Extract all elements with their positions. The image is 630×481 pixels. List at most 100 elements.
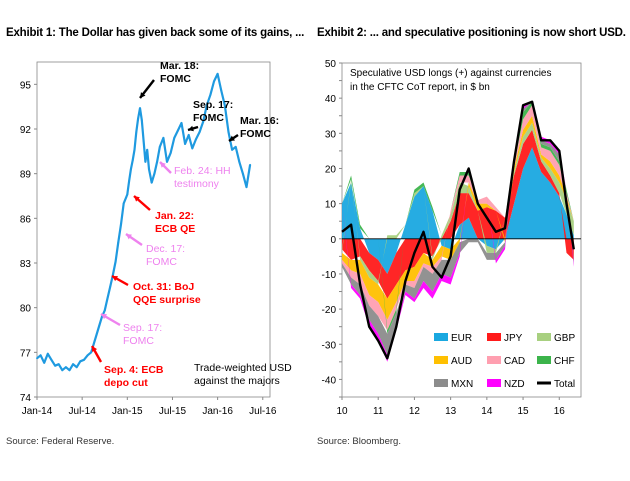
y-tick-label: -10 xyxy=(322,270,337,281)
legend-label: CAD xyxy=(504,356,525,367)
y-tick-label: -40 xyxy=(322,375,337,386)
annotation-label: FOMC xyxy=(193,112,224,124)
usd-index-point xyxy=(46,352,49,355)
y-tick-label: 74 xyxy=(20,393,32,404)
y-tick-label: 77 xyxy=(20,348,32,359)
y-tick-label: 86 xyxy=(20,214,32,225)
legend-swatch xyxy=(487,379,501,387)
annotation-label: FOMC xyxy=(160,73,191,85)
usd-index-point xyxy=(205,104,208,107)
usd-index-point xyxy=(150,181,153,184)
area-jpy xyxy=(342,129,574,299)
x-tick-label: Jan-15 xyxy=(112,406,143,417)
y-tick-label: 92 xyxy=(20,125,32,136)
annotation-label: testimony xyxy=(174,178,220,190)
usd-index-point xyxy=(146,148,149,151)
y-tick-label: 40 xyxy=(325,94,337,105)
annotation-label: FOMC xyxy=(146,256,177,268)
x-tick-label: 16 xyxy=(554,406,566,417)
usd-index-point xyxy=(198,131,201,133)
legend-swatch xyxy=(537,333,551,341)
usd-index-point xyxy=(95,333,98,336)
legend-swatch xyxy=(434,333,448,341)
exhibit2-source: Source: Bloomberg. xyxy=(317,436,401,447)
legend-swatch xyxy=(434,356,448,364)
y-tick-label: 10 xyxy=(325,200,337,211)
legend-label: NZD xyxy=(504,379,525,390)
usd-index-point xyxy=(133,148,136,151)
usd-index-point xyxy=(50,358,53,361)
x-tick-label: Jan-14 xyxy=(22,406,53,417)
y-tick-label: 89 xyxy=(20,170,32,181)
x-tick-label: 12 xyxy=(409,406,421,417)
usd-index-point xyxy=(166,160,168,163)
exhibit2-caption-line2: in the CFTC CoT report, in $ bn xyxy=(350,82,490,93)
usd-index-point xyxy=(195,138,197,141)
annotation-arrowhead xyxy=(229,135,235,141)
annotation-arrowhead xyxy=(126,234,132,240)
plot-frame xyxy=(36,61,271,398)
legend-swatch xyxy=(487,333,501,341)
annotation-label: Sep. 17: xyxy=(193,99,233,111)
usd-index-point xyxy=(162,137,165,139)
legend-swatch xyxy=(537,356,551,364)
usd-index-point xyxy=(153,172,156,175)
usd-index-point xyxy=(109,285,112,288)
annotation-arrowhead xyxy=(92,346,98,352)
exhibit2-title: Exhibit 2: ... and speculative positioni… xyxy=(317,27,626,39)
annotation-label: Dec. 17: xyxy=(146,243,185,255)
annotation-label: ECB QE xyxy=(155,223,195,235)
area-eur xyxy=(342,147,574,274)
usd-index-point xyxy=(184,142,187,145)
usd-index-point xyxy=(180,122,183,124)
usd-index-point xyxy=(131,159,134,162)
x-tick-label: Jul-15 xyxy=(159,406,187,417)
exhibit1-source: Source: Federal Reserve. xyxy=(6,436,115,447)
usd-index-point xyxy=(191,147,194,150)
usd-index-point xyxy=(54,364,56,367)
y-tick-label: -20 xyxy=(322,305,337,316)
usd-index-point xyxy=(238,160,241,163)
exhibit1-caption-line1: Trade-weighted USD xyxy=(194,362,292,374)
usd-index-point xyxy=(176,129,179,132)
usd-index-point xyxy=(216,73,219,75)
annotation-arrowhead xyxy=(112,276,118,282)
annotation-arrowhead xyxy=(188,125,194,132)
exhibit1-chart: 74 77 80 83 86 89 92 95 Jan-14 Jul-14 Jan-15 Jul-15… xyxy=(20,60,292,417)
annotation-label: Jan. 22: xyxy=(155,210,194,222)
y-tick-label: 20 xyxy=(325,164,337,175)
legend-label: Total xyxy=(554,379,575,390)
usd-index-point xyxy=(173,137,176,139)
usd-index-point xyxy=(36,357,38,360)
annotation-label: Sep. 4: ECB xyxy=(104,364,164,376)
usd-index-point xyxy=(39,354,42,357)
legend-label: AUD xyxy=(451,356,472,367)
usd-index-point xyxy=(245,186,248,188)
usd-index-point xyxy=(43,361,46,364)
legend-label: JPY xyxy=(504,333,523,344)
exhibit2-chart: -40 -30 -20 -10 0 10 20 30 40 50 10 11 12 13 14 15 16 Spe… xyxy=(322,59,582,417)
legend-swatch xyxy=(487,356,501,364)
usd-index-point xyxy=(92,342,95,345)
usd-index-point xyxy=(122,202,125,205)
usd-index-point xyxy=(135,131,138,133)
y-tick-label: 83 xyxy=(20,259,32,270)
usd-index-point xyxy=(137,117,140,120)
usd-index-point xyxy=(98,324,101,327)
usd-index-point xyxy=(117,241,120,244)
total-line xyxy=(341,100,575,360)
y-tick-label: -30 xyxy=(322,340,337,351)
annotation-label: Mar. 18: xyxy=(160,60,199,72)
annotation-label: FOMC xyxy=(240,128,271,140)
y-tick-label: 50 xyxy=(325,59,337,70)
x-tick-label: 11 xyxy=(373,406,384,417)
exhibit1-title: Exhibit 1: The Dollar has given back som… xyxy=(6,27,305,39)
usd-index-point xyxy=(103,309,106,312)
usd-index-point xyxy=(220,89,223,92)
x-tick-label: 10 xyxy=(336,406,348,417)
usd-index-point xyxy=(64,366,67,369)
usd-index-point xyxy=(83,358,85,361)
x-tick-label: Jul-14 xyxy=(69,406,97,417)
annotation-label: FOMC xyxy=(123,335,154,347)
annotation-label: QQE surprise xyxy=(133,294,201,306)
